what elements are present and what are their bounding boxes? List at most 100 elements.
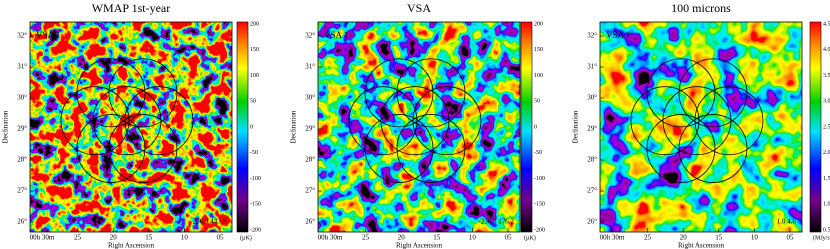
x-tick-label: 05 — [217, 234, 225, 242]
panel: WMAP 1st-year VSA 1 -296.9 443.8 32° 31° 30° 2… — [2, 1, 261, 249]
sky-map — [318, 22, 520, 232]
pointing-circle — [396, 114, 466, 183]
pointing-circle — [364, 114, 434, 183]
x-tick-label: 25 — [74, 234, 82, 242]
pointing-circle — [76, 114, 146, 183]
x-tick-label: 10 — [469, 234, 477, 242]
x-tick-label: 05 — [787, 234, 795, 242]
x-tick-label: 15 — [145, 234, 153, 242]
colorbar-tick-label: 50 — [250, 99, 256, 105]
pointing-circle — [678, 114, 748, 183]
colorbar-tick-label: 0.5 — [823, 227, 830, 233]
x-tick-label: 15 — [715, 234, 723, 242]
y-tick-label: 32° — [305, 32, 315, 40]
panel: 100 microns VSA 1 1.0 4.6 32° 31° 30° 29° 28° 27… — [572, 1, 830, 249]
colorbar-tick-label: 4.0 — [823, 47, 830, 53]
y-tick-label: 26° — [305, 218, 315, 226]
colorbar-tick-label: 3.5 — [823, 73, 830, 79]
colorbar — [236, 21, 249, 233]
x-tick-label: 10 — [751, 234, 759, 242]
pointing-circle — [630, 86, 700, 156]
colorbar-tick-label: 2.0 — [823, 150, 830, 156]
colorbar-tick-label: 4.5 — [823, 21, 830, 27]
y-tick-label: 29° — [305, 125, 315, 133]
panel-title: 100 microns — [671, 1, 731, 15]
colorbar-unit: (µK) — [524, 234, 536, 241]
colorbar-tick-label: 2.5 — [823, 124, 830, 130]
y-tick-label: 32° — [587, 32, 597, 40]
y-tick-label: 31° — [587, 63, 597, 71]
y-axis-label: Declination — [290, 110, 298, 143]
y-tick-label: 27° — [305, 187, 315, 195]
pointing-circle — [678, 58, 748, 128]
colorbar-tick-label: 100 — [534, 73, 543, 79]
y-tick-label: 31° — [17, 63, 27, 71]
sky-map — [30, 22, 232, 232]
panel-title: WMAP 1st-year — [92, 1, 171, 15]
field-label: VSA 1 — [324, 30, 348, 40]
x-tick-label: 20 — [680, 234, 688, 242]
colorbar-tick-label: -50 — [250, 150, 258, 156]
colorbar-tick-label: 1.5 — [823, 176, 830, 182]
colorbar-tick-label: -100 — [534, 176, 545, 182]
colorbar — [809, 21, 822, 233]
x-axis-label: Right Ascension — [678, 242, 725, 249]
x-tick-label: 15 — [433, 234, 441, 242]
pointing-circle — [124, 86, 194, 156]
colorbar-tick-label: -50 — [534, 150, 542, 156]
y-tick-label: 30° — [305, 94, 315, 102]
x-tick-label: 25 — [644, 234, 652, 242]
pointing-circle — [76, 58, 146, 128]
pointing-circle — [412, 86, 482, 156]
colorbar-tick-label: 200 — [534, 21, 543, 27]
panel-title: VSA — [407, 1, 431, 15]
y-tick-label: 30° — [587, 94, 597, 102]
colorbar-unit: (µK) — [240, 234, 252, 241]
colorbar-tick-label: -200 — [534, 227, 545, 233]
range-text: -236.5 176.2 — [478, 218, 514, 226]
pointing-circle — [92, 86, 162, 156]
colorbar-tick-label: 1.0 — [823, 202, 830, 208]
y-tick-label: 28° — [587, 156, 597, 164]
y-tick-label: 27° — [587, 187, 597, 195]
pointing-circle — [108, 58, 178, 128]
y-tick-label: 27° — [17, 187, 27, 195]
range-text: -296.9 443.8 — [190, 218, 226, 226]
x-tick-label: 25 — [362, 234, 370, 242]
pointing-circle — [646, 58, 716, 128]
colorbar-tick-label: 150 — [534, 47, 543, 53]
range-text: 1.0 4.6 — [777, 218, 797, 226]
colorbar — [520, 21, 533, 233]
y-tick-label: 28° — [305, 156, 315, 164]
colorbar-tick-label: -200 — [250, 227, 261, 233]
panel: VSA VSA 1 -236.5 176.2 32° 31° 30° 29° 28° 27° 26… — [290, 1, 545, 249]
y-tick-label: 32° — [17, 32, 27, 40]
x-tick-label: 00h 30m — [30, 234, 55, 242]
pointing-circle — [662, 86, 732, 156]
x-axis-label: Right Ascension — [108, 242, 155, 249]
colorbar-tick-label: 50 — [534, 99, 540, 105]
pointing-circle — [396, 58, 466, 128]
field-label: VSA 1 — [606, 30, 630, 40]
pointing-circle — [694, 86, 764, 156]
pointing-circle — [364, 58, 434, 128]
x-tick-label: 00h 30m — [600, 234, 625, 242]
y-tick-label: 29° — [17, 125, 27, 133]
x-tick-label: 00h 30m — [318, 234, 343, 242]
pointing-circle — [60, 86, 130, 156]
x-tick-label: 10 — [181, 234, 189, 242]
colorbar-tick-label: 150 — [250, 47, 259, 53]
colorbar-tick-label: 0 — [534, 124, 537, 130]
y-tick-label: 29° — [587, 125, 597, 133]
x-tick-label: 20 — [398, 234, 406, 242]
field-label: VSA 1 — [36, 30, 60, 40]
pointing-circle — [108, 114, 178, 183]
colorbar-tick-label: 200 — [250, 21, 259, 27]
y-tick-label: 26° — [587, 218, 597, 226]
pointing-circle — [646, 114, 716, 183]
map-frame — [599, 21, 803, 233]
map-frame — [29, 21, 233, 233]
map-frame — [317, 21, 521, 233]
y-tick-label: 31° — [305, 63, 315, 71]
